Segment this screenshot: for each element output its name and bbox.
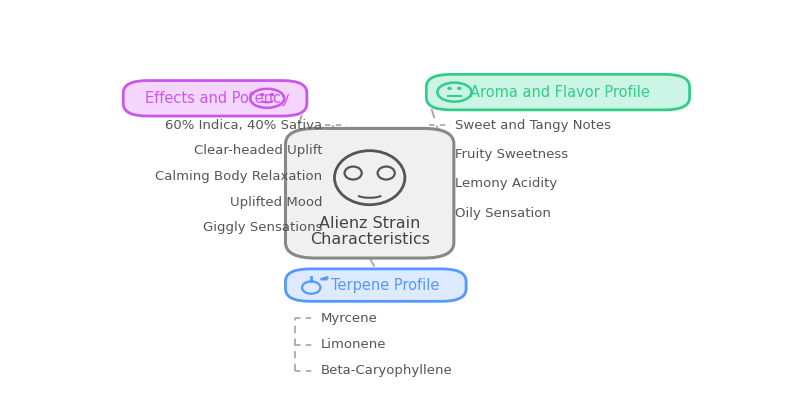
FancyBboxPatch shape xyxy=(123,81,307,116)
Text: Giggly Sensations: Giggly Sensations xyxy=(203,221,322,234)
Text: Clear-headed Uplift: Clear-headed Uplift xyxy=(194,144,322,158)
Text: Calming Body Relaxation: Calming Body Relaxation xyxy=(155,170,322,183)
Text: Myrcene: Myrcene xyxy=(321,312,378,325)
Text: 60% Indica, 40% Sativa: 60% Indica, 40% Sativa xyxy=(165,119,322,132)
Text: Effects and Potency: Effects and Potency xyxy=(145,91,289,106)
Text: Uplifted Mood: Uplifted Mood xyxy=(230,196,322,209)
Text: Terpene Profile: Terpene Profile xyxy=(332,277,440,293)
FancyBboxPatch shape xyxy=(285,269,466,301)
Text: Sweet and Tangy Notes: Sweet and Tangy Notes xyxy=(455,119,611,132)
FancyBboxPatch shape xyxy=(427,74,690,110)
Text: Limonene: Limonene xyxy=(321,338,386,351)
Ellipse shape xyxy=(261,94,264,95)
FancyBboxPatch shape xyxy=(285,128,453,258)
Text: Characteristics: Characteristics xyxy=(310,233,430,247)
Ellipse shape xyxy=(270,94,273,95)
Ellipse shape xyxy=(458,87,461,89)
Ellipse shape xyxy=(448,87,451,89)
Text: Aroma and Flavor Profile: Aroma and Flavor Profile xyxy=(470,85,650,99)
Text: Alienz Strain: Alienz Strain xyxy=(319,216,420,231)
Text: Fruity Sweetness: Fruity Sweetness xyxy=(455,148,568,161)
Text: Beta-Caryophyllene: Beta-Caryophyllene xyxy=(321,364,452,377)
Text: Oily Sensation: Oily Sensation xyxy=(455,207,551,220)
Text: Lemony Acidity: Lemony Acidity xyxy=(455,178,557,190)
